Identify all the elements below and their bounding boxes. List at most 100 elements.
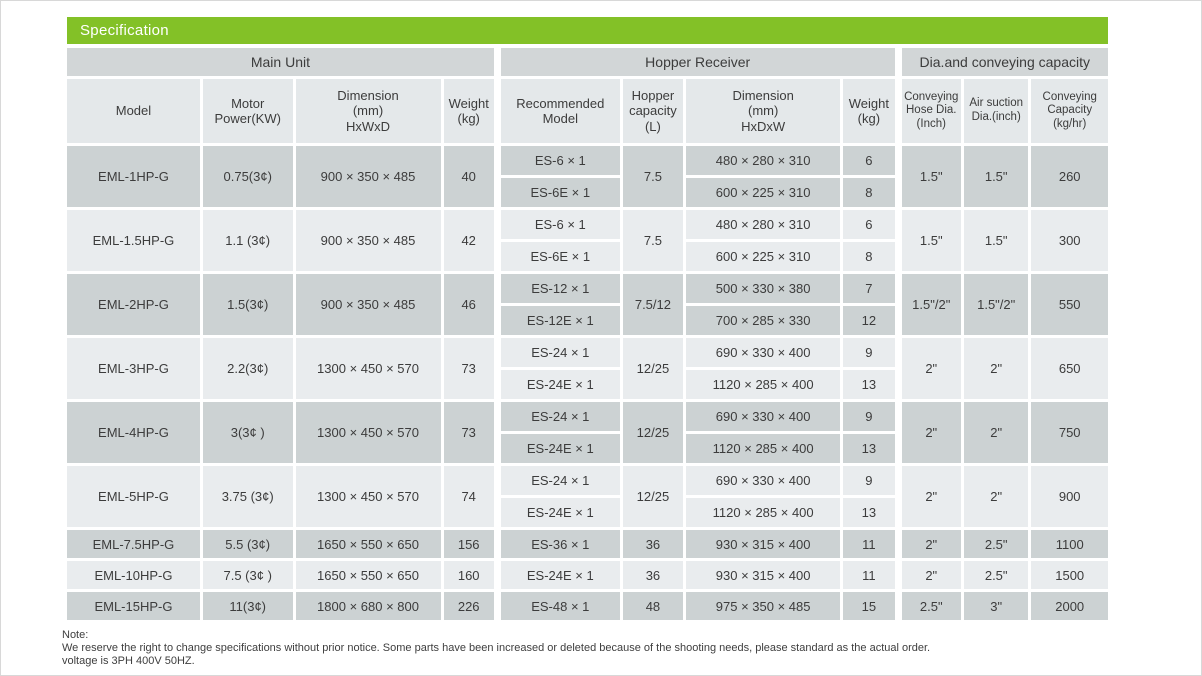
main-dimension-cell: 1300 × 450 × 570 xyxy=(295,402,441,463)
hopper-weight-cell: 9 xyxy=(843,338,895,367)
suction-dia-cell: 2" xyxy=(963,466,1029,527)
hopper-weight-cell: 6 xyxy=(843,146,895,175)
spec-row-EML-7.5HP-G: EML-7.5HP-G 5.5 (3¢) 1650 × 550 × 650 156 ES… xyxy=(67,530,1108,558)
hopper-weight-cell: 9 xyxy=(843,466,895,495)
main-dimension-cell: 1650 × 550 × 650 xyxy=(295,561,441,589)
suction-dia-cell: 1.5"/2" xyxy=(963,274,1029,335)
main-dimension-cell: 1800 × 680 × 800 xyxy=(295,592,441,620)
col-header-hopper-dimension: Dimension (mm) HxDxW xyxy=(686,79,841,143)
hopper-capacity-cell: 36 xyxy=(622,561,684,589)
spec-subrow-EML-1HP-G: ES-6E × 1 600 × 225 × 310 8 xyxy=(67,178,1108,207)
recommended-model-cell: ES-24 × 1 xyxy=(496,466,620,495)
model-cell: EML-1HP-G xyxy=(67,146,200,207)
note-block: Note: We reserve the right to change spe… xyxy=(62,629,930,668)
recommended-model-cell: ES-6E × 1 xyxy=(496,178,620,207)
hopper-dimension-cell: 975 × 350 × 485 xyxy=(686,592,841,620)
group-dia-capacity: Dia.and conveying capacity xyxy=(897,48,1108,76)
model-cell: EML-3HP-G xyxy=(67,338,200,399)
hopper-weight-cell: 13 xyxy=(843,370,895,399)
model-cell: EML-15HP-G xyxy=(67,592,200,620)
col-header-motor-power: Motor Power(KW) xyxy=(202,79,293,143)
model-cell: EML-10HP-G xyxy=(67,561,200,589)
hopper-capacity-cell: 7.5 xyxy=(622,210,684,271)
note-line-1: We reserve the right to change specifica… xyxy=(62,642,931,654)
conveying-capacity-cell: 550 xyxy=(1031,274,1108,335)
hopper-dimension-cell: 1120 × 285 × 400 xyxy=(686,498,841,527)
specification-table: Main Unit Hopper Receiver Dia.and convey… xyxy=(64,45,1111,623)
recommended-model-cell: ES-12E × 1 xyxy=(496,306,620,335)
hopper-weight-cell: 13 xyxy=(843,434,895,463)
hopper-weight-cell: 11 xyxy=(843,530,895,558)
motor-power-cell: 1.5(3¢) xyxy=(202,274,293,335)
spec-row-EML-10HP-G: EML-10HP-G 7.5 (3¢ ) 1650 × 550 × 650 160 ES… xyxy=(67,561,1108,589)
recommended-model-cell: ES-36 × 1 xyxy=(496,530,620,558)
hopper-dimension-cell: 600 × 225 × 310 xyxy=(686,178,841,207)
note-label: Note: xyxy=(62,629,89,641)
main-dimension-cell: 900 × 350 × 485 xyxy=(295,146,441,207)
main-dimension-cell: 1300 × 450 × 570 xyxy=(295,338,441,399)
suction-dia-cell: 2.5" xyxy=(963,530,1029,558)
main-dimension-cell: 1300 × 450 × 570 xyxy=(295,466,441,527)
recommended-model-cell: ES-24E × 1 xyxy=(496,498,620,527)
suction-dia-cell: 2" xyxy=(963,338,1029,399)
motor-power-cell: 0.75(3¢) xyxy=(202,146,293,207)
conveying-capacity-cell: 2000 xyxy=(1031,592,1108,620)
hopper-dimension-cell: 700 × 285 × 330 xyxy=(686,306,841,335)
hopper-weight-cell: 13 xyxy=(843,498,895,527)
suction-dia-cell: 3" xyxy=(963,592,1029,620)
main-weight-cell: 73 xyxy=(443,402,494,463)
motor-power-cell: 11(3¢) xyxy=(202,592,293,620)
main-weight-cell: 46 xyxy=(443,274,494,335)
spec-row-EML-2HP-G: EML-2HP-G 1.5(3¢) 900 × 350 × 485 46 ES-12 ×… xyxy=(67,274,1108,335)
suction-dia-cell: 1.5" xyxy=(963,210,1029,271)
recommended-model-cell: ES-24E × 1 xyxy=(496,434,620,463)
recommended-model-cell: ES-6E × 1 xyxy=(496,242,620,271)
spec-row-EML-3HP-G: EML-3HP-G 2.2(3¢) 1300 × 450 × 570 73 ES-24 … xyxy=(67,338,1108,399)
recommended-model-cell: ES-24E × 1 xyxy=(496,561,620,589)
hose-dia-cell: 2" xyxy=(897,561,961,589)
col-header-hose-dia: Conveying Hose Dia. (Inch) xyxy=(897,79,961,143)
hose-dia-cell: 2" xyxy=(897,530,961,558)
spec-row-EML-1HP-G: EML-1HP-G 0.75(3¢) 900 × 350 × 485 40 ES-6 ×… xyxy=(67,146,1108,207)
motor-power-cell: 3(3¢ ) xyxy=(202,402,293,463)
hopper-capacity-cell: 36 xyxy=(622,530,684,558)
hopper-weight-cell: 12 xyxy=(843,306,895,335)
recommended-model-cell: ES-24 × 1 xyxy=(496,338,620,367)
main-weight-cell: 160 xyxy=(443,561,494,589)
main-weight-cell: 74 xyxy=(443,466,494,527)
hopper-dimension-cell: 1120 × 285 × 400 xyxy=(686,370,841,399)
hopper-capacity-cell: 12/25 xyxy=(622,338,684,399)
hopper-weight-cell: 8 xyxy=(843,178,895,207)
hopper-capacity-cell: 12/25 xyxy=(622,466,684,527)
hopper-capacity-cell: 7.5 xyxy=(622,146,684,207)
hopper-dimension-cell: 690 × 330 × 400 xyxy=(686,338,841,367)
col-header-main-weight: Weight (kg) xyxy=(443,79,494,143)
hose-dia-cell: 2" xyxy=(897,466,961,527)
hopper-dimension-cell: 1120 × 285 × 400 xyxy=(686,434,841,463)
col-header-conveying-capacity: Conveying Capacity (kg/hr) xyxy=(1031,79,1108,143)
conveying-capacity-cell: 900 xyxy=(1031,466,1108,527)
conveying-capacity-cell: 260 xyxy=(1031,146,1108,207)
model-cell: EML-1.5HP-G xyxy=(67,210,200,271)
motor-power-cell: 2.2(3¢) xyxy=(202,338,293,399)
hopper-dimension-cell: 690 × 330 × 400 xyxy=(686,466,841,495)
conveying-capacity-cell: 300 xyxy=(1031,210,1108,271)
spec-subrow-EML-2HP-G: ES-12E × 1 700 × 285 × 330 12 xyxy=(67,306,1108,335)
hopper-weight-cell: 8 xyxy=(843,242,895,271)
hose-dia-cell: 1.5"/2" xyxy=(897,274,961,335)
recommended-model-cell: ES-6 × 1 xyxy=(496,210,620,239)
hopper-dimension-cell: 930 × 315 × 400 xyxy=(686,530,841,558)
hopper-capacity-cell: 7.5/12 xyxy=(622,274,684,335)
main-weight-cell: 156 xyxy=(443,530,494,558)
group-header-row: Main Unit Hopper Receiver Dia.and convey… xyxy=(67,48,1108,76)
motor-power-cell: 5.5 (3¢) xyxy=(202,530,293,558)
main-weight-cell: 73 xyxy=(443,338,494,399)
hopper-weight-cell: 11 xyxy=(843,561,895,589)
hopper-dimension-cell: 480 × 280 × 310 xyxy=(686,146,841,175)
main-weight-cell: 226 xyxy=(443,592,494,620)
hose-dia-cell: 1.5" xyxy=(897,210,961,271)
hose-dia-cell: 1.5" xyxy=(897,146,961,207)
motor-power-cell: 1.1 (3¢) xyxy=(202,210,293,271)
specification-section: Specification Main Unit Hopper Receiver … xyxy=(67,17,1114,623)
model-cell: EML-5HP-G xyxy=(67,466,200,527)
